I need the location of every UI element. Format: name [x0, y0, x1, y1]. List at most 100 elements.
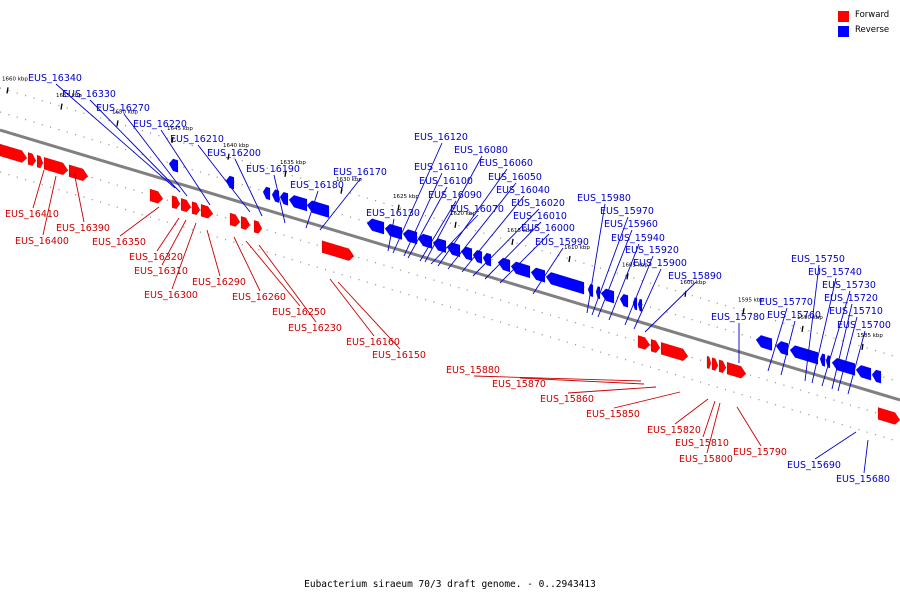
feature-label: EUS_15740 — [808, 267, 862, 278]
feature-label: EUS_15870 — [492, 379, 546, 390]
feature-leader-line — [447, 182, 517, 270]
feature-leader-line — [392, 142, 443, 254]
feature-label: EUS_16220 — [133, 119, 187, 130]
scale-tick — [227, 153, 230, 160]
forward-gene — [660, 341, 689, 362]
scale-tick-label: 1635 kbp — [280, 160, 306, 166]
feature-leader-line — [863, 439, 869, 474]
feature-leader-line — [273, 174, 286, 224]
scale-tick-label: 1610 kbp — [564, 245, 590, 251]
feature-label: EUS_15880 — [446, 365, 500, 376]
feature-label: EUS_16340 — [28, 73, 82, 84]
feature-leader-line — [89, 99, 181, 193]
feature-leader-line — [245, 240, 301, 307]
feature-leader-line — [804, 264, 820, 382]
feature-leader-line — [532, 247, 564, 295]
feature-label: EUS_16090 — [428, 190, 482, 201]
feature-leader-line — [736, 406, 762, 447]
scale-tick — [568, 255, 571, 263]
feature-label: EUS_16010 — [513, 211, 567, 222]
scale-tick — [171, 136, 174, 144]
feature-leader-line — [608, 243, 640, 321]
feature-leader-line — [831, 303, 853, 390]
scale-tick-label: 1595 kbp — [738, 297, 764, 303]
feature-label: EUS_15770 — [759, 297, 813, 308]
feature-label: EUS_15790 — [733, 447, 787, 458]
feature-leader-line — [499, 233, 550, 284]
reverse-gene — [279, 191, 289, 206]
reverse-gene — [775, 341, 789, 356]
feature-leader-line — [329, 278, 375, 337]
feature-leader-line — [119, 206, 160, 237]
feature-label: EUS_16260 — [232, 292, 286, 303]
feature-leader-line — [473, 375, 642, 382]
feature-leader-line — [519, 377, 645, 385]
forward-gene — [191, 201, 201, 216]
forward-gene — [253, 219, 263, 234]
feature-label: EUS_16050 — [488, 172, 542, 183]
forward-gene — [706, 355, 712, 370]
feature-label: EUS_16160 — [346, 337, 400, 348]
reverse-swatch — [838, 26, 849, 37]
feature-label: EUS_15710 — [829, 306, 883, 317]
feature-leader-line — [567, 386, 657, 394]
scale-tick-label: 1625 kbp — [393, 194, 419, 200]
feature-label: EUS_15820 — [647, 425, 701, 436]
feature-label: EUS_16390 — [56, 223, 110, 234]
feature-label: EUS_15970 — [600, 206, 654, 217]
forward-gene — [718, 359, 727, 374]
scale-tick — [861, 343, 864, 351]
reverse-gene — [417, 233, 433, 249]
scale-tick-label: 1660 kbp — [2, 77, 28, 83]
feature-leader-line — [484, 221, 542, 280]
scale-tick-label: 1650 kbp — [112, 110, 138, 116]
feature-label: EUS_16000 — [521, 223, 575, 234]
feature-label: EUS_16290 — [192, 277, 246, 288]
feature-leader-line — [403, 172, 443, 257]
scale-tick — [454, 221, 457, 228]
forward-gene — [36, 154, 44, 169]
feature-label: EUS_16230 — [288, 323, 342, 334]
feature-leader-line — [461, 195, 525, 273]
feature-label: EUS_15760 — [767, 310, 821, 321]
forward-gene — [240, 215, 251, 231]
scale-tick — [284, 170, 287, 177]
feature-label: EUS_16060 — [479, 158, 533, 169]
reverse-gene — [446, 242, 461, 258]
genome-backbone — [0, 128, 900, 402]
forward-swatch — [838, 11, 849, 22]
forward-gene — [149, 188, 164, 204]
feature-leader-line — [591, 216, 629, 316]
feature-label: EUS_16410 — [5, 209, 59, 220]
forward-gene — [650, 338, 661, 354]
feature-leader-line — [586, 203, 606, 314]
forward-gene — [877, 407, 900, 425]
feature-leader-line — [814, 431, 857, 460]
feature-label: EUS_15980 — [577, 193, 631, 204]
feature-leader-line — [674, 398, 709, 425]
feature-label: EUS_16210 — [170, 134, 224, 145]
feature-leader-line — [811, 277, 837, 384]
feature-leader-line — [597, 229, 633, 318]
reverse-gene — [460, 246, 473, 261]
feature-leader-line — [430, 214, 479, 265]
feature-label: EUS_16310 — [134, 266, 188, 277]
feature-leader-line — [55, 83, 176, 189]
feature-label: EUS_15720 — [824, 293, 878, 304]
feature-label: EUS_15810 — [675, 438, 729, 449]
reverse-gene — [510, 261, 531, 279]
feature-label: EUS_15960 — [604, 219, 658, 230]
reverse-gene — [472, 249, 483, 264]
feature-label: EUS_16200 — [207, 148, 261, 159]
scale-tick-label: 1620 kbp — [450, 211, 476, 217]
feature-leader-line — [73, 171, 85, 223]
reverse-gene — [632, 297, 638, 311]
feature-label: EUS_15780 — [711, 312, 765, 323]
feature-leader-line — [706, 402, 721, 454]
scale-tick — [60, 103, 63, 110]
legend-forward-label: Forward — [855, 10, 890, 20]
feature-leader-line — [305, 190, 319, 229]
feature-label: EUS_16080 — [454, 145, 508, 156]
scale-tick — [801, 325, 804, 333]
